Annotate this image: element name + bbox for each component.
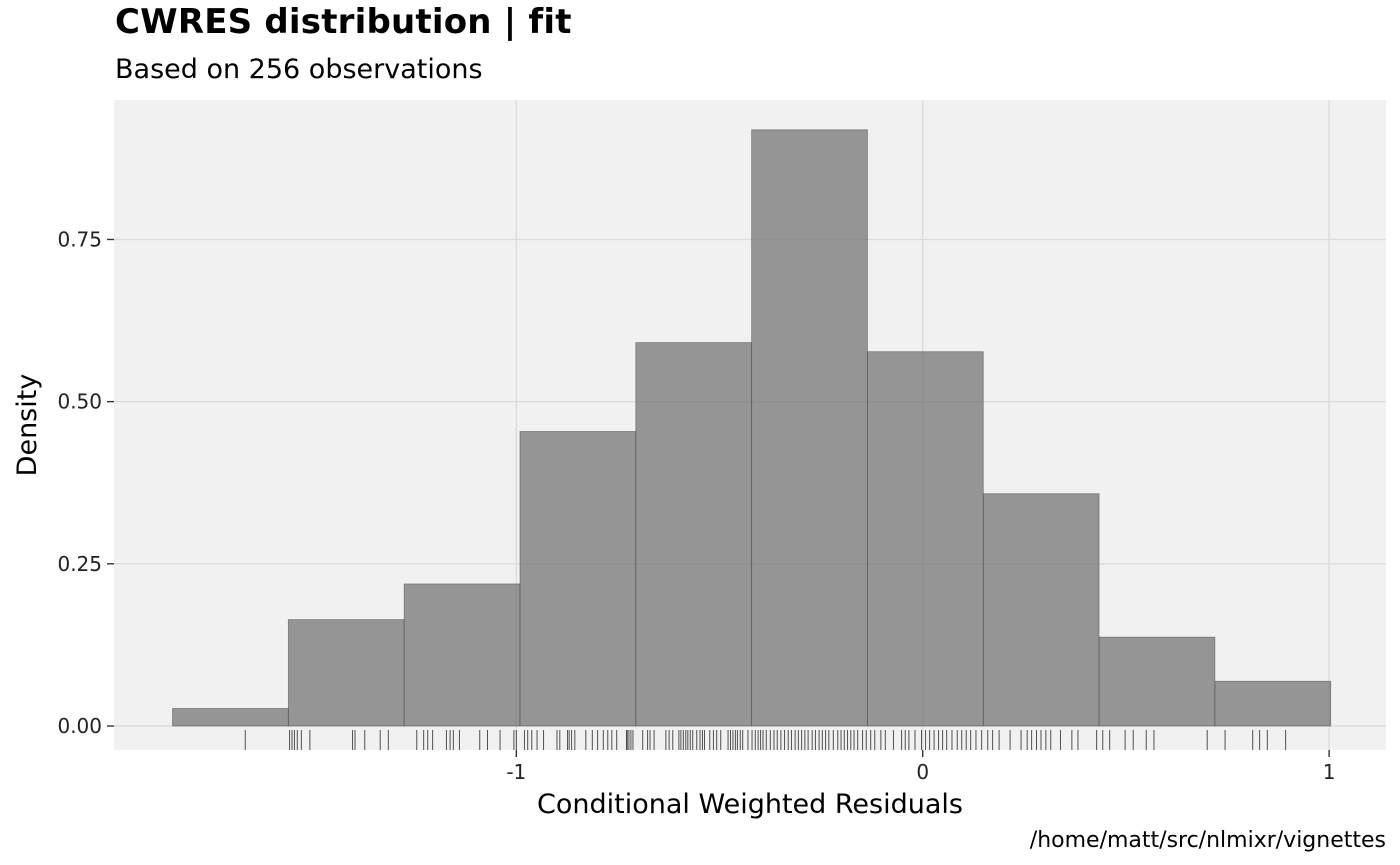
- y-axis-title: Density: [12, 374, 43, 477]
- y-tick-label: 0.50: [57, 390, 102, 414]
- x-tick-label: 0: [916, 760, 929, 784]
- y-axis: 0.00 0.25 0.50 0.75: [57, 227, 114, 738]
- histogram-bar: [982, 493, 1100, 727]
- histogram-bar: [1098, 636, 1216, 727]
- y-tick-label: 0.75: [57, 227, 102, 251]
- y-tick-label: 0.25: [57, 552, 102, 576]
- y-tick-label: 0.00: [57, 714, 102, 738]
- histogram-bar: [287, 619, 405, 727]
- chart-title: CWRES distribution | fit: [115, 2, 572, 42]
- histogram-bar: [172, 708, 289, 727]
- caption-path: /home/matt/src/nlmixr/vignettes: [1029, 828, 1386, 853]
- histogram-bar: [751, 129, 868, 727]
- histogram-bar: [867, 351, 984, 727]
- histogram-bars: [172, 129, 1332, 727]
- histogram-bar: [635, 342, 753, 727]
- rug-marks: [244, 730, 1287, 750]
- x-axis-title: Conditional Weighted Residuals: [537, 789, 963, 820]
- histogram-bar: [519, 431, 637, 727]
- x-tick-label: -1: [506, 760, 526, 784]
- x-axis: -1 0 1: [506, 750, 1335, 784]
- chart-subtitle: Based on 256 observations: [115, 54, 483, 85]
- histogram-bar: [403, 583, 521, 727]
- x-tick-label: 1: [1323, 760, 1336, 784]
- histogram-bar: [1214, 680, 1332, 727]
